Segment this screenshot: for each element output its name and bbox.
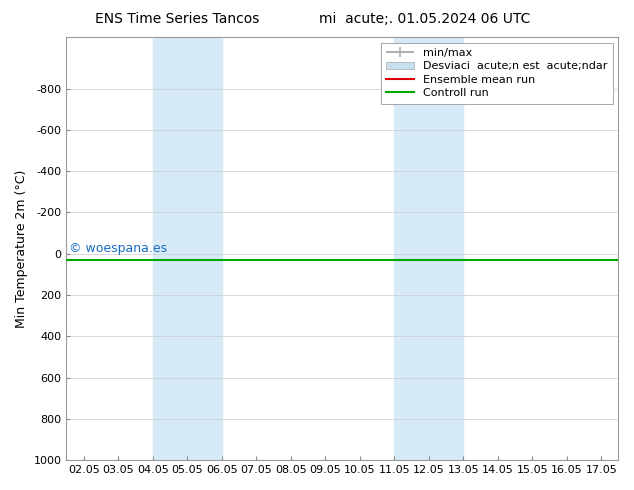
Bar xyxy=(153,37,222,460)
Text: © woespana.es: © woespana.es xyxy=(69,242,167,255)
Legend: min/max, Desviaci  acute;n est  acute;ndar, Ensemble mean run, Controll run: min/max, Desviaci acute;n est acute;ndar… xyxy=(381,43,613,104)
Text: ENS Time Series Tancos: ENS Time Series Tancos xyxy=(95,12,260,26)
Bar xyxy=(394,37,463,460)
Y-axis label: Min Temperature 2m (°C): Min Temperature 2m (°C) xyxy=(15,170,28,328)
Text: mi  acute;. 01.05.2024 06 UTC: mi acute;. 01.05.2024 06 UTC xyxy=(319,12,531,26)
